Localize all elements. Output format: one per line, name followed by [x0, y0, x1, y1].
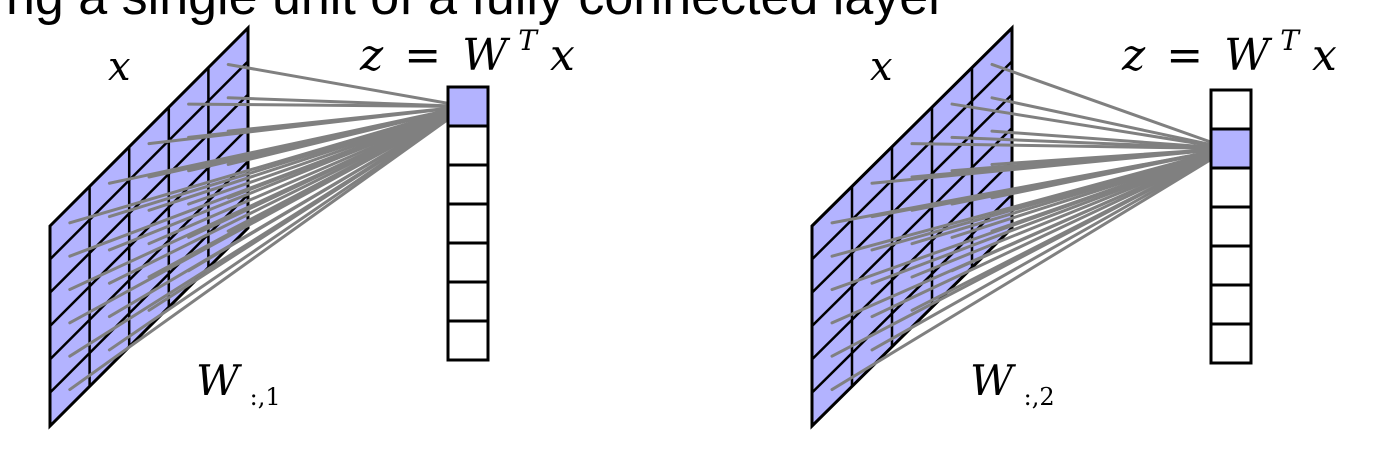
- output-cell-active: [1209, 127, 1253, 170]
- connection-line: [990, 96, 1231, 150]
- connection-line: [950, 147, 1231, 273]
- weight-main: W: [196, 356, 243, 405]
- output-equation: z = W T x: [1121, 11, 1337, 81]
- connection-line: [990, 147, 1231, 233]
- connection-line: [187, 105, 468, 273]
- eq-lhs: z: [1121, 30, 1146, 81]
- connection-line: [870, 147, 1231, 352]
- weight-subscript: :,1: [250, 383, 281, 411]
- grid-row-line: [49, 60, 249, 261]
- eq-vector: x: [550, 30, 575, 81]
- weight-subscript: :,2: [1024, 383, 1055, 411]
- connection-line: [226, 96, 468, 108]
- panel-unit-2: x z = W T x W :,2: [810, 11, 1337, 430]
- eq-sign: =: [404, 30, 441, 81]
- output-cell: [1209, 283, 1253, 326]
- connection-line: [830, 147, 1231, 392]
- connection-line: [910, 147, 1231, 312]
- connection-line: [870, 147, 1231, 319]
- connection-line: [870, 147, 1231, 285]
- connection-line: [990, 129, 1231, 150]
- output-cell: [1209, 244, 1253, 287]
- weight-label: W :,1: [196, 356, 281, 411]
- output-cell-active: [446, 85, 490, 128]
- grid-row-line: [811, 93, 1013, 294]
- connection-line: [147, 105, 468, 246]
- output-cell: [446, 124, 490, 167]
- connection-line: [950, 135, 1231, 150]
- panel-unit-1: x z = W T x W :,1: [48, 11, 575, 430]
- eq-vector: x: [1312, 30, 1337, 81]
- connection-line: [107, 105, 468, 352]
- output-cell: [1209, 88, 1253, 131]
- grid-row-line: [811, 60, 1013, 261]
- connection-lines: [830, 62, 1233, 392]
- eq-lhs: z: [359, 30, 384, 81]
- connection-line: [68, 105, 468, 392]
- eq-superscript: T: [518, 24, 539, 57]
- connection-line: [990, 147, 1231, 166]
- output-cell: [446, 319, 490, 362]
- eq-sign: =: [1166, 30, 1203, 81]
- header-fragment: ng a single unit of a fully connected la…: [6, 0, 945, 26]
- connection-line: [226, 105, 468, 133]
- connection-line: [147, 105, 468, 312]
- weight-main: W: [970, 356, 1017, 405]
- grid-row-line: [49, 93, 249, 294]
- output-equation: z = W T x: [359, 11, 575, 81]
- grid-row-line: [811, 127, 1013, 327]
- connection-line: [226, 62, 468, 108]
- connection-lines: [68, 62, 470, 392]
- connection-line: [226, 105, 468, 200]
- connection-line: [950, 102, 1231, 150]
- input-label: x: [870, 44, 893, 90]
- input-label: x: [108, 44, 131, 90]
- output-cell: [446, 280, 490, 323]
- output-vector: [1209, 88, 1253, 365]
- connection-line: [187, 105, 468, 239]
- output-cell: [446, 241, 490, 284]
- connection-line: [226, 105, 468, 166]
- eq-matrix: W: [462, 30, 511, 81]
- input-grid: [810, 24, 1014, 430]
- eq-superscript: T: [1280, 24, 1301, 57]
- output-cell: [1209, 322, 1253, 365]
- output-cell: [1209, 205, 1253, 248]
- output-vector: [446, 85, 490, 362]
- connection-line: [990, 62, 1231, 150]
- connection-line: [990, 147, 1231, 200]
- output-cell: [446, 163, 490, 206]
- connection-line: [910, 147, 1231, 279]
- connection-line: [226, 105, 468, 233]
- eq-matrix: W: [1224, 30, 1273, 81]
- weight-label: W :,2: [970, 356, 1055, 411]
- output-cell: [1209, 166, 1253, 209]
- output-cell: [446, 202, 490, 245]
